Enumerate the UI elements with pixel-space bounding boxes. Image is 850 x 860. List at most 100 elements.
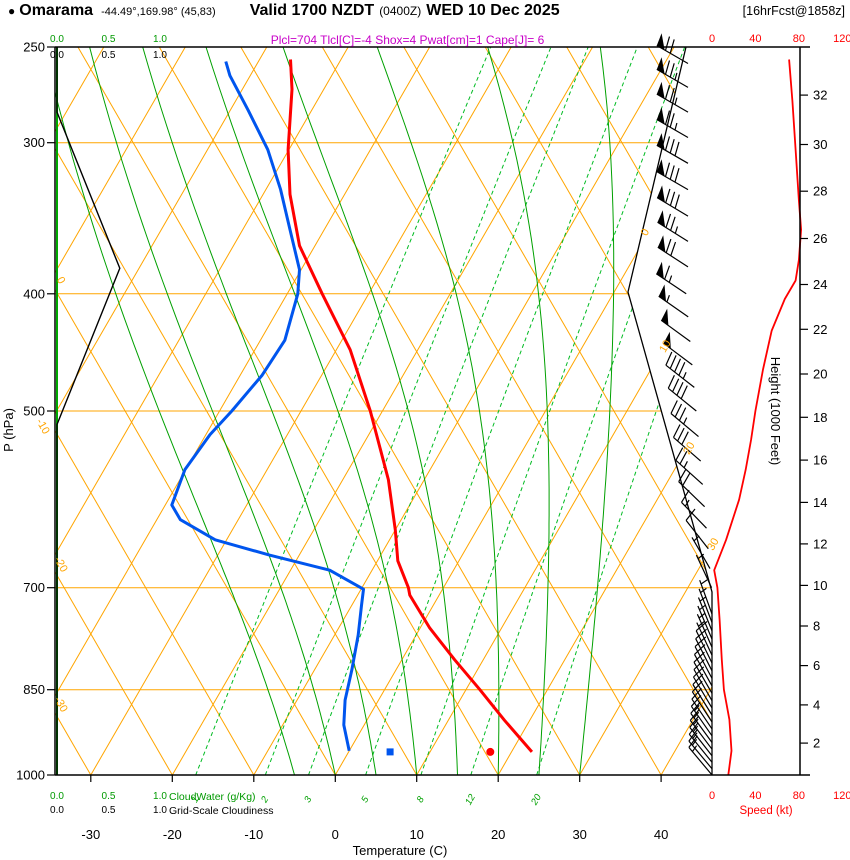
barb-staff [688, 729, 713, 770]
clip-boundary-line [627, 46, 713, 775]
wind-barb [672, 424, 702, 462]
height-tick-label: 14 [813, 495, 827, 510]
moist-adiabat-line [55, 47, 295, 775]
pressure-tick-label: 1000 [16, 768, 45, 783]
temp-tick-label: 10 [409, 827, 423, 842]
barb-pennant [656, 133, 665, 150]
mixing-ratio-label: 1 [189, 795, 201, 805]
barb-staff [675, 447, 704, 485]
barb-staff [690, 701, 713, 743]
dry-adiabat-line [55, 47, 336, 775]
mixing-ratio-line [365, 47, 638, 775]
barb-staff [680, 489, 707, 529]
wind-barb [690, 701, 713, 743]
mixing-ratio-line [536, 47, 712, 775]
mixing-ratio-label: 3 [302, 794, 315, 805]
speed-tick-label-top: 0 [709, 33, 715, 45]
cloudiness-scale-label-top: 0.5 [102, 50, 116, 61]
dry-adiabat-label: -30 [51, 695, 69, 715]
wind-barb [656, 107, 689, 139]
height-tick-label: 30 [813, 137, 827, 152]
dry-adiabat-line [55, 47, 173, 775]
wind-barb [699, 579, 713, 615]
wind-barb [656, 81, 689, 113]
barb-staff [658, 294, 689, 318]
dry-adiabat-line [55, 47, 418, 775]
cloudwater-scale-label-bottom: 0.5 [102, 791, 116, 802]
barb-staff [688, 722, 713, 763]
dry-adiabat-label: -10 [33, 417, 51, 437]
moist-adiabat-line [487, 47, 550, 775]
wind-barb [688, 729, 713, 770]
surface-dewpoint-dot [386, 748, 394, 756]
temp-tick-label: 30 [572, 827, 586, 842]
pressure-tick-label: 500 [23, 404, 45, 419]
cloudwater-scale-label-top: 0.0 [50, 34, 64, 45]
speed-tick-label-top: 80 [793, 33, 805, 45]
wind-barb [660, 308, 691, 342]
moist-adiabat-line [205, 47, 418, 775]
mixing-ratio-line [195, 47, 492, 775]
temp-tick-label: 0 [332, 827, 339, 842]
barb-staff [656, 136, 689, 164]
temp-tick-label: -10 [244, 827, 263, 842]
height-tick-label: 12 [813, 536, 827, 551]
cloudwater-scale-label-top: 0.5 [102, 34, 116, 45]
cloudwater-scale-label-bottom: 0.0 [50, 791, 64, 802]
isotherm-line [171, 47, 594, 775]
height-tick-label: 20 [813, 367, 827, 382]
height-tick-label: 4 [813, 697, 820, 712]
cloudiness-scale-label-bottom: 0.0 [50, 805, 64, 816]
moist-adiabat-line [89, 47, 336, 775]
barb-staff [697, 604, 713, 640]
barb-pennant [656, 107, 665, 124]
cloudiness-scale-label-bottom: 0.5 [102, 805, 116, 816]
barb-staff [672, 424, 702, 462]
isotherm-line [90, 47, 512, 775]
wind-barb [657, 235, 689, 268]
barb-staff [691, 680, 713, 723]
barb-staff [691, 687, 713, 730]
wind-barb [656, 133, 689, 164]
isotherm-line [416, 47, 712, 775]
speed-curve [713, 59, 802, 776]
pressure-tick-label: 300 [23, 135, 45, 150]
wind-barb [667, 374, 697, 412]
cloudiness-axis-title: Grid-Scale Cloudiness [169, 805, 273, 817]
wind-barb [698, 587, 713, 623]
dry-adiabat-label: 0 [54, 275, 67, 286]
pressure-tick-label: 850 [23, 682, 45, 697]
isotherm-label: 10 [657, 338, 674, 355]
moist-adiabat-line [142, 47, 377, 775]
cloudiness-scale-label-bottom: 1.0 [153, 805, 167, 816]
cloudiness-curve [56, 47, 121, 775]
isotherm-line [253, 47, 675, 775]
barb-staff [689, 715, 713, 757]
barb-staff [699, 579, 713, 615]
dry-adiabat-line [566, 47, 712, 775]
barb-pennant [657, 185, 665, 203]
height-tick-label: 32 [813, 88, 827, 103]
wind-barb [656, 185, 689, 217]
cloudwater-scale-label-bottom: 1.0 [153, 791, 167, 802]
isotherm-line [579, 47, 712, 775]
speed-tick-label-bottom: 0 [709, 790, 715, 802]
barb-pennant [656, 57, 665, 74]
barb-staff [693, 651, 713, 694]
isotherm-label: 20 [681, 440, 698, 457]
mixing-ratio-line [470, 47, 712, 775]
wind-barb [689, 708, 713, 750]
temperature-axis-title: Temperature (C) [353, 843, 448, 858]
dry-adiabat-line [403, 47, 712, 775]
barb-staff [670, 400, 699, 438]
wind-barb [691, 680, 713, 723]
isotherm-line [55, 47, 431, 775]
barb-staff [690, 695, 713, 737]
valid-zulu: (0400Z) [379, 4, 422, 18]
pressure-tick-label: 250 [23, 40, 45, 55]
barb-staff [698, 587, 713, 623]
station-coords: -44.49°,169.98° (45,83) [101, 6, 216, 18]
barb-staff [656, 85, 689, 113]
speed-tick-label-top: 120 [833, 33, 850, 45]
